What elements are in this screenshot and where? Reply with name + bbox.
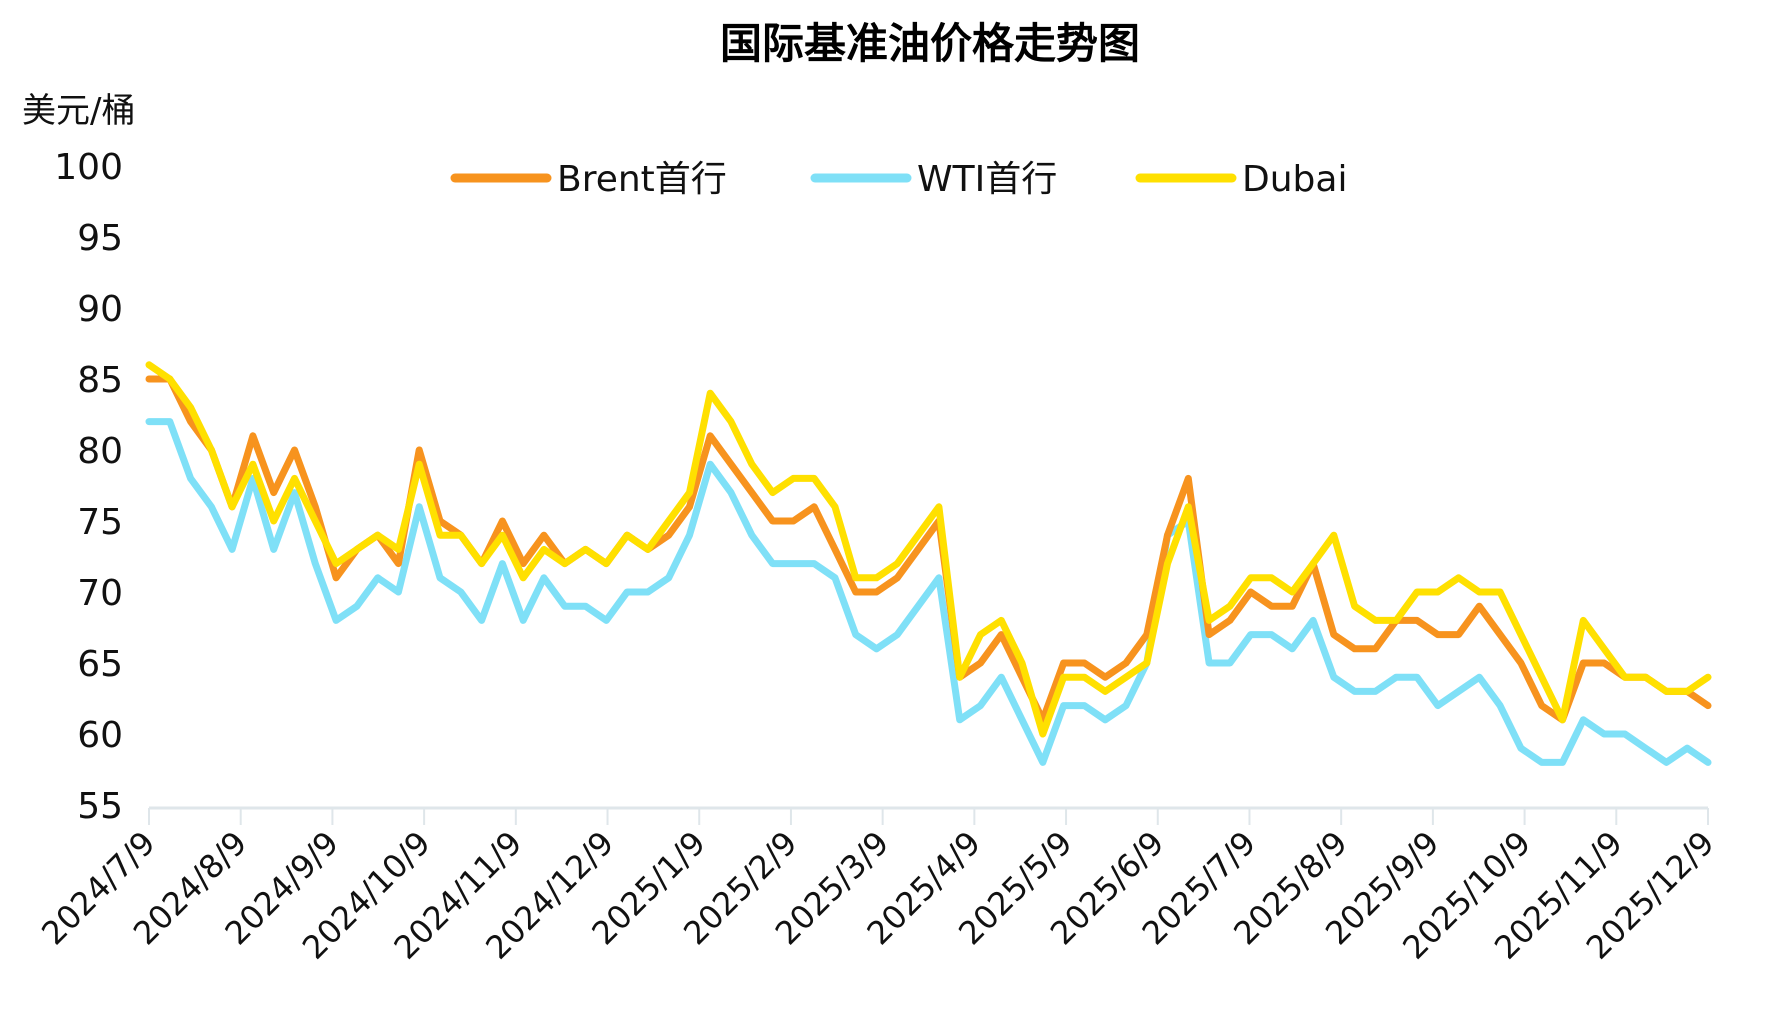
y-axis: 55 60 65 70 75 80 85 90 95 100 bbox=[54, 147, 123, 827]
y-tick-label: 80 bbox=[77, 431, 123, 472]
y-tick-label: 75 bbox=[77, 502, 123, 543]
legend-label: WTI首行 bbox=[917, 159, 1057, 200]
series-lines bbox=[145, 361, 1712, 766]
y-tick-label: 70 bbox=[77, 573, 123, 614]
legend-label: Brent首行 bbox=[557, 159, 727, 200]
legend-item: Dubai bbox=[1135, 159, 1347, 200]
legend-item: WTI首行 bbox=[810, 159, 1057, 200]
y-tick-label: 90 bbox=[77, 289, 123, 330]
chart-title: 国际基准油价格走势图 bbox=[720, 19, 1140, 68]
series-line-brent bbox=[145, 375, 1712, 724]
y-tick-label: 95 bbox=[77, 218, 123, 259]
legend-item: Brent首行 bbox=[450, 159, 727, 200]
y-tick-label: 85 bbox=[77, 360, 123, 401]
series-line-dubai bbox=[145, 361, 1712, 738]
series-line-wti bbox=[145, 418, 1712, 766]
y-tick-label: 100 bbox=[54, 147, 123, 188]
legend-label: Dubai bbox=[1242, 159, 1347, 200]
y-axis-unit: 美元/桶 bbox=[22, 91, 135, 131]
y-tick-label: 65 bbox=[77, 644, 123, 685]
y-tick-label: 60 bbox=[77, 715, 123, 756]
y-tick-label: 55 bbox=[77, 786, 123, 827]
x-axis: 2024/7/92024/8/92024/9/92024/10/92024/11… bbox=[34, 806, 1722, 967]
legend: Brent首行 WTI首行 Dubai bbox=[450, 159, 1347, 200]
